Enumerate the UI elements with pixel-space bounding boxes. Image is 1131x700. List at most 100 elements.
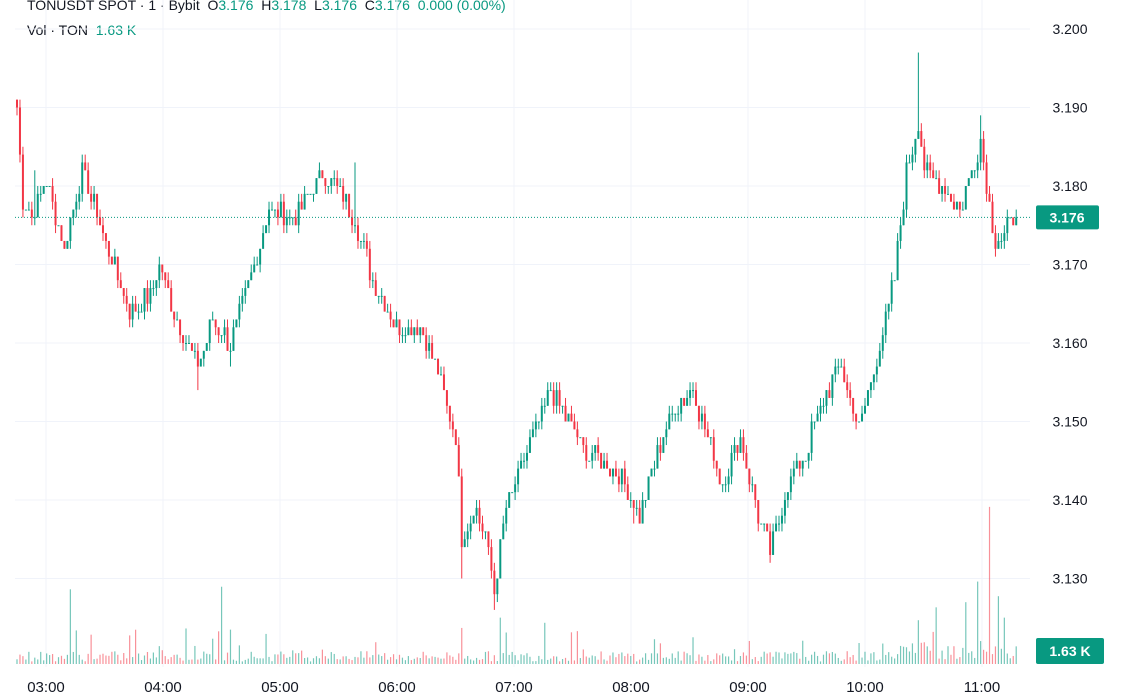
volume-bar xyxy=(730,660,733,664)
volume-bar xyxy=(274,654,276,664)
volume-bar xyxy=(137,653,140,664)
candle xyxy=(641,492,644,524)
volume-bar xyxy=(929,650,931,664)
candle xyxy=(431,335,434,359)
candle xyxy=(202,350,205,367)
candle xyxy=(315,178,318,194)
candle xyxy=(66,240,69,249)
volume-bar xyxy=(941,650,943,664)
y-tick-label: 3.130 xyxy=(1052,571,1087,587)
candle xyxy=(561,405,564,414)
candle xyxy=(401,327,404,343)
candle xyxy=(36,186,39,218)
volume-bar xyxy=(695,660,697,664)
candle xyxy=(419,327,422,343)
candle xyxy=(276,201,279,226)
candle xyxy=(697,405,700,430)
volume-bar xyxy=(615,657,617,664)
candle xyxy=(926,154,929,179)
candle xyxy=(244,280,247,304)
candle xyxy=(256,256,259,266)
volume-bar xyxy=(728,656,730,664)
candle xyxy=(48,186,51,187)
volume-bar xyxy=(345,656,347,664)
volume-bar xyxy=(742,652,745,664)
candle xyxy=(179,319,182,343)
candle xyxy=(410,319,413,336)
candle xyxy=(540,397,543,430)
candle xyxy=(321,170,324,179)
y-tick-label: 3.140 xyxy=(1052,492,1087,508)
candle xyxy=(232,319,235,351)
candle xyxy=(176,311,179,321)
candle xyxy=(238,295,241,328)
candle xyxy=(1015,209,1018,226)
candle xyxy=(119,272,122,289)
candle xyxy=(451,413,454,438)
volume-bar xyxy=(588,657,590,664)
candle xyxy=(214,319,217,336)
volume-bar xyxy=(161,650,163,664)
candle xyxy=(917,52,920,139)
volume-bar xyxy=(686,653,688,664)
candle xyxy=(190,343,193,351)
candle xyxy=(472,515,475,524)
candle xyxy=(389,303,392,328)
volume-bar xyxy=(455,659,457,664)
candle xyxy=(30,201,33,226)
volume-bar xyxy=(535,661,537,664)
candle xyxy=(949,193,952,202)
volume-bar xyxy=(443,658,445,664)
volume-bar xyxy=(529,656,531,664)
volume-bar xyxy=(816,655,819,664)
candle xyxy=(81,154,84,202)
volume-bar xyxy=(54,661,57,664)
volume-value: 1.63 K xyxy=(95,22,137,38)
volume-bar xyxy=(298,653,300,664)
candle xyxy=(754,484,757,508)
candle xyxy=(798,460,801,477)
candle xyxy=(739,429,742,453)
volume-bar xyxy=(609,655,611,664)
volume-bar xyxy=(129,635,131,664)
candle xyxy=(374,272,377,296)
x-tick-label: 05:00 xyxy=(261,679,299,696)
candle xyxy=(199,358,202,367)
candle xyxy=(546,382,549,406)
candle xyxy=(1012,217,1015,226)
candle xyxy=(849,382,852,406)
candle xyxy=(185,335,188,351)
candle xyxy=(588,460,591,462)
volume-bar xyxy=(369,657,371,664)
candle xyxy=(846,374,849,398)
candle xyxy=(689,382,692,406)
volume-bar xyxy=(600,651,602,664)
volume-bar xyxy=(93,659,95,664)
volume-bar xyxy=(811,654,813,664)
volume-bar xyxy=(312,658,315,664)
candle xyxy=(944,178,947,202)
volume-bar xyxy=(701,656,703,664)
candle xyxy=(303,186,306,210)
candle xyxy=(33,170,36,226)
volume-bar xyxy=(135,629,137,664)
volume-bar xyxy=(155,657,157,664)
volume-bar xyxy=(419,658,421,664)
volume-bar xyxy=(772,656,774,664)
volume-bar xyxy=(861,657,863,664)
volume-bar xyxy=(84,661,86,664)
volume-bar xyxy=(876,660,878,664)
volume-bar xyxy=(105,655,107,664)
volume-bar xyxy=(977,581,979,664)
volume-bar xyxy=(828,653,831,664)
candle xyxy=(60,225,63,241)
volume-bar xyxy=(855,660,857,664)
candle xyxy=(146,280,149,312)
volume-bar xyxy=(60,655,63,664)
candle xyxy=(517,460,520,493)
volume-bar xyxy=(63,658,66,664)
volume-bar xyxy=(99,654,101,664)
candle xyxy=(383,295,386,312)
volume-bars xyxy=(16,506,1017,664)
